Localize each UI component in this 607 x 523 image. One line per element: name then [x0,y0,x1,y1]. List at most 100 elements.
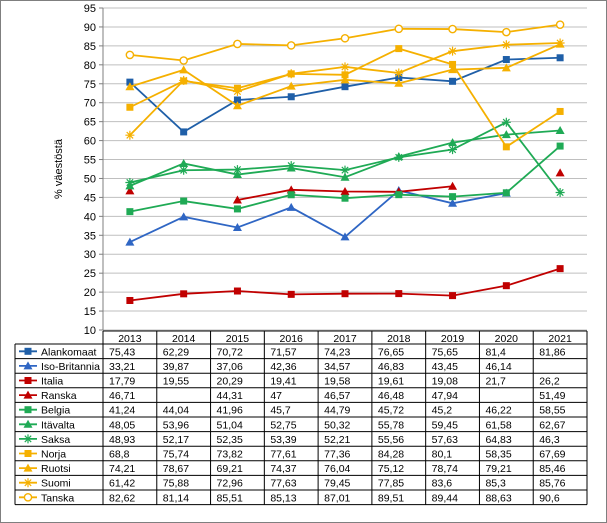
data-point [179,165,189,175]
legend-entry: Alankomaat [41,346,97,358]
y-tick-label: 65 [84,117,96,129]
data-label: 46,57 [324,390,350,402]
series-saksa [125,117,565,197]
series-lines [125,20,565,304]
data-label: 84,28 [378,449,404,461]
data-point [448,181,458,190]
data-label: 46,3 [539,434,560,446]
data-point [287,191,295,199]
table-row: Itävalta 48,05 53,96 51,04 52,75 50,32 55,78 59… [19,419,566,431]
data-label: 70,72 [217,346,243,358]
x-category-label: 2014 [172,333,196,345]
y-tick-label: 50 [84,173,96,185]
data-point [341,290,349,298]
data-point [501,63,511,72]
legend-entry: Saksa [41,434,70,446]
data-point [340,75,350,84]
data-label: 76,65 [378,346,404,358]
data-label: 85,13 [270,492,296,504]
data-point [556,142,564,150]
data-label: 67,69 [539,449,565,461]
data-point [24,377,32,384]
data-label: 77,85 [378,478,404,490]
data-label: 45,2 [432,405,453,417]
data-point [286,161,296,171]
series-suomi [125,38,565,140]
data-point [394,68,404,78]
data-point [449,292,457,300]
data-point [23,419,33,428]
data-point [179,65,189,74]
data-label: 85,51 [217,492,243,504]
x-category-label: 2017 [333,333,357,345]
data-point [340,172,350,181]
legend-entry: Suomi [41,478,71,490]
data-label: 72,96 [217,478,243,490]
data-point [502,282,510,290]
data-label: 85,3 [485,478,506,490]
data-point [340,62,350,72]
data-point [448,138,458,147]
data-label: 85,76 [539,478,565,490]
y-axis-label: % väestöstä [53,138,65,199]
legend-entry: Ranska [41,390,77,402]
data-point [556,107,564,115]
data-label: 74,23 [324,346,350,358]
y-tick-label: 30 [84,249,96,261]
data-point [448,24,457,34]
data-point [501,130,511,139]
data-label: 52,21 [324,434,350,446]
data-point [340,186,350,195]
data-point [23,478,33,488]
data-label: 87,01 [324,492,350,504]
data-label: 46,22 [485,405,511,417]
legend-entry: Norja [41,449,66,461]
data-point [449,60,457,68]
y-tick-label: 35 [84,230,96,242]
table-row: Ruotsi 74,21 78,67 69,21 74,37 76,04 75,12 78,7… [19,463,566,475]
table-row: Tanska 82,62 81,14 85,51 85,13 87,01 89,51 89,4… [19,492,560,504]
data-label: 74,37 [270,463,296,475]
data-point [126,78,134,86]
data-point [555,20,565,29]
table-row: Italia 17,79 19,55 20,29 19,41 19,58 19,61 19,0… [19,376,560,388]
data-point [555,125,565,134]
data-point [179,75,189,85]
data-label: 19,08 [432,376,458,388]
table-row: Alankomaat 75,43 62,29 70,72 71,57 74,23 76,65… [19,346,566,358]
data-label: 41,24 [109,405,135,417]
y-tick-label: 45 [84,192,96,204]
data-label: 44,04 [163,405,189,417]
data-point [287,290,295,298]
data-label: 53,96 [163,419,189,431]
data-point [448,145,458,155]
series-belgia [126,142,564,216]
y-tick-label: 10 [84,325,96,337]
data-label: 51,49 [539,390,565,402]
data-label: 51,04 [217,419,243,431]
data-point [23,361,33,370]
data-point [501,117,511,127]
data-label: 75,65 [432,346,458,358]
data-label: 77,63 [270,478,296,490]
series-itävalta [125,125,565,190]
data-label: 47,94 [432,390,458,402]
data-label: 75,12 [378,463,404,475]
data-point [24,347,32,355]
data-label: 82,62 [109,492,135,504]
y-tick-label: 70 [84,98,96,110]
data-label: 89,44 [432,492,458,504]
series-tanska [125,20,565,65]
data-label: 88,63 [485,492,511,504]
legend-entry: Itävalta [41,419,75,431]
x-category-label: 2013 [118,333,142,345]
data-label: 62,67 [539,419,565,431]
data-label: 53,39 [270,434,296,446]
data-label: 45,7 [270,405,291,417]
legend-entry: Iso-Britannia [41,361,100,373]
y-tick-label: 80 [84,60,96,72]
data-label: 62,29 [163,346,189,358]
data-label: 58,55 [539,405,565,417]
